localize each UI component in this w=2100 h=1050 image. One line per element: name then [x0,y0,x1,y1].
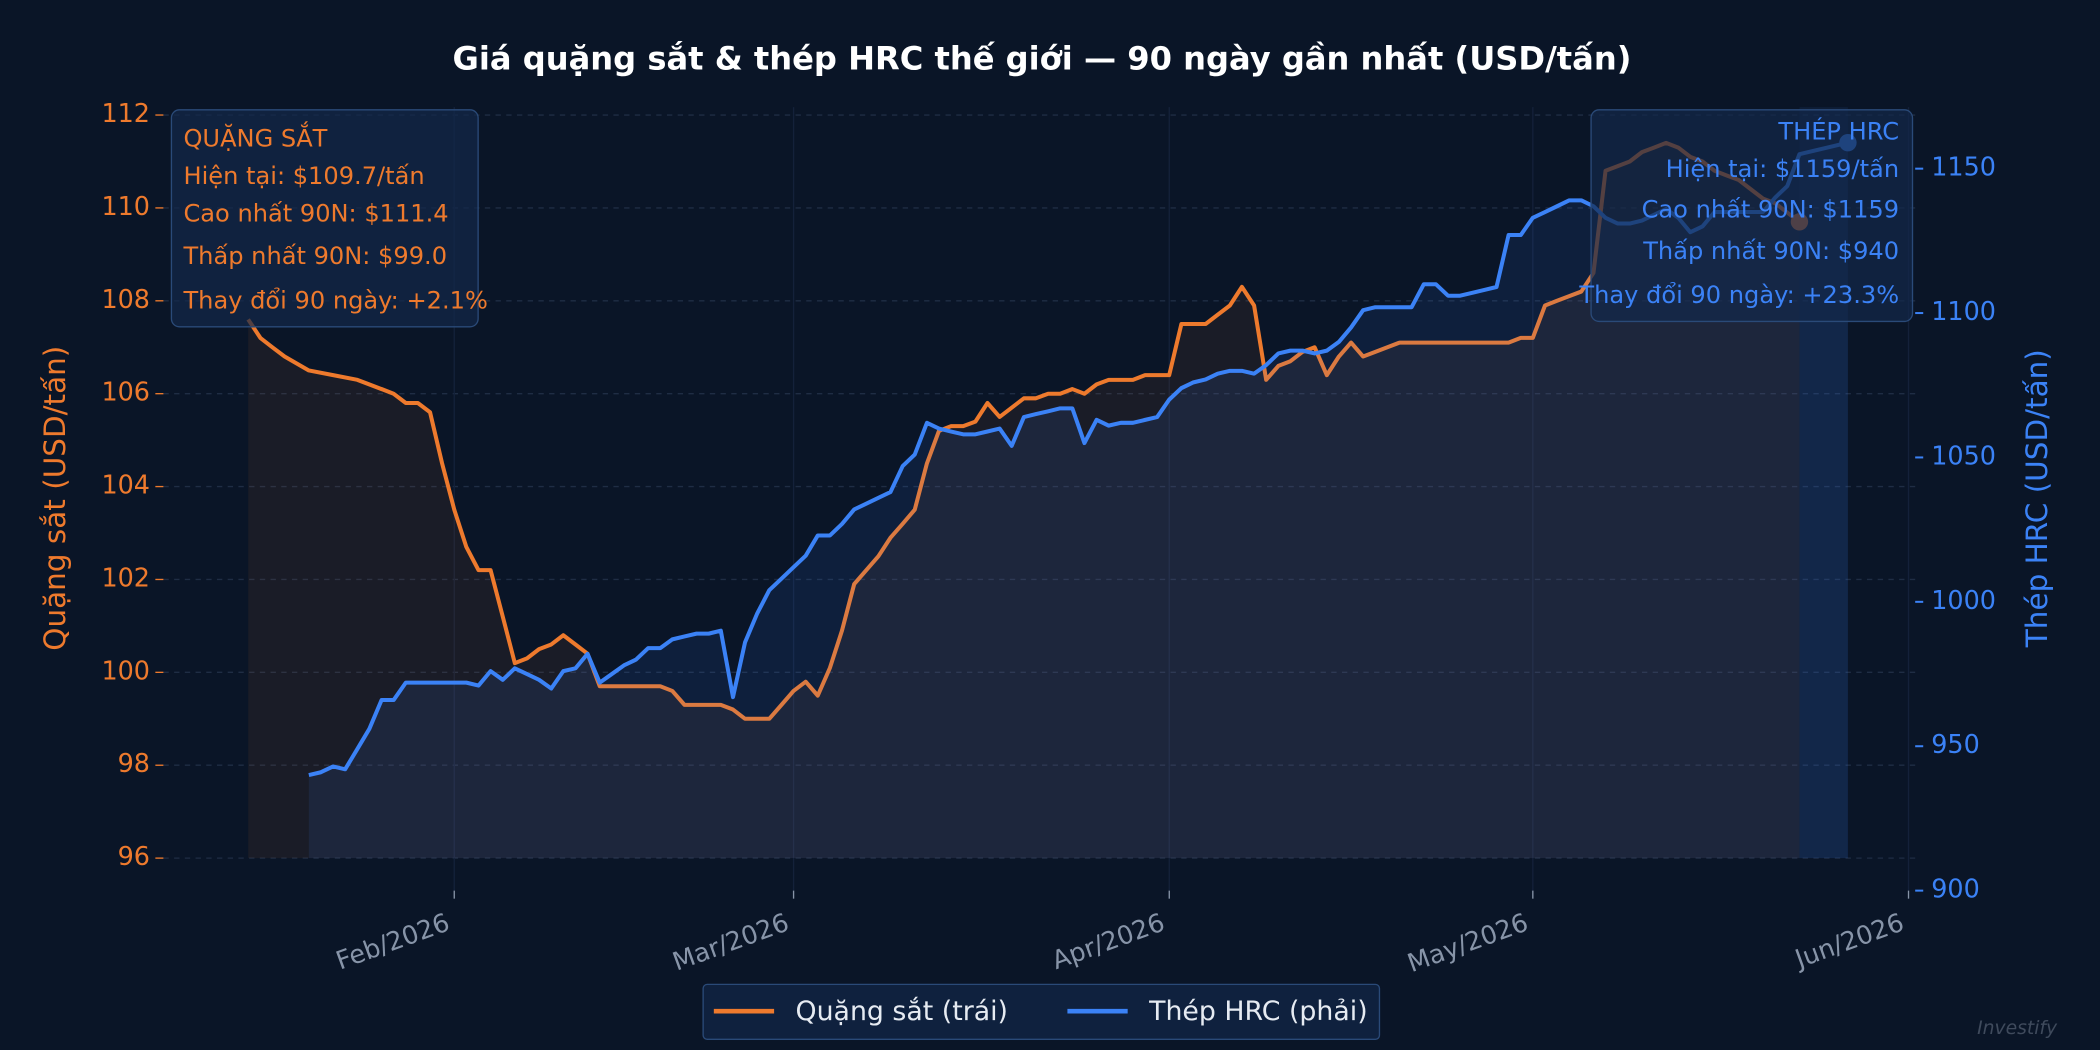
legend-label: Quặng sắt (trái) [796,996,1008,1027]
y2-tick-label: 950 [1931,729,1980,759]
y-tick-label: 106 [101,377,150,407]
y-tick-label: 112 [101,98,150,128]
y2-tick-label: 1100 [1931,296,1996,326]
legend: Quặng sắt (trái) Thép HRC (phải) [702,983,1381,1040]
legend-label: Thép HRC (phải) [1148,996,1368,1027]
y2-axis-label: Thép HRC (USD/tấn) [2020,349,2054,648]
y-axis-label: Quặng sắt (USD/tấn) [38,346,72,651]
info-line: Thấp nhất 90N: $940 [1642,237,1899,265]
y2-tick-label: 1050 [1931,440,1996,470]
info-box [1590,109,1914,323]
y2-tick-label: 900 [1931,874,1980,904]
y-tick-label: 96 [118,841,150,871]
y-tick-label: 100 [101,655,150,685]
info-line: Thay đổi 90 ngày: +2.1% [182,286,487,314]
info-line: Thấp nhất 90N: $99.0 [182,242,447,270]
info-line: Hiện tại: $109.7/tấn [183,162,424,190]
chart-title: Giá quặng sắt & thép HRC thế giới — 90 n… [453,39,1632,77]
info-line: Cao nhất 90N: $111.4 [183,199,448,227]
series-area [248,142,1800,859]
info-line: Thay đổi 90 ngày: +23.3% [1578,281,1899,309]
y2-tick-label: 1000 [1931,585,1996,615]
annotation-layer: QUẶNG SẮT Hiện tại: $109.7/tấn Cao nhất 90… [170,109,1914,328]
y-tick-label: 98 [118,748,150,778]
series-line [246,140,1801,721]
y2-tick-label: 1150 [1931,152,1996,182]
y-tick-label: 102 [101,562,150,592]
info-line: THÉP HRC [1777,117,1899,146]
info-box [170,109,479,328]
legend-box [702,983,1381,1040]
watermark: Investify [1977,1018,2058,1039]
info-line: Hiện tại: $1159/tấn [1666,155,1900,183]
info-line: QUẶNG SẮT [183,120,327,152]
y-tick-label: 108 [101,284,150,314]
series-area [308,142,1848,859]
info-line: Cao nhất 90N: $1159 [1642,195,1900,223]
y-tick-label: 110 [101,191,150,221]
y-tick-label: 104 [101,470,150,500]
